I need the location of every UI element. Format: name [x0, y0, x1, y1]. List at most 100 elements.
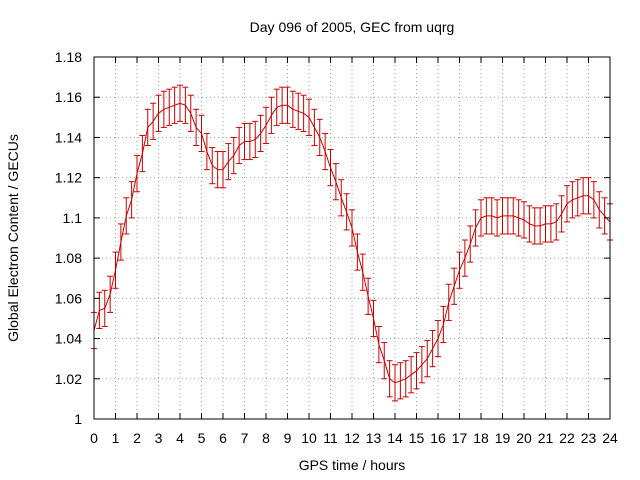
- data-point: [435, 319, 441, 358]
- data-point: [521, 201, 527, 239]
- y-tick-label: 1.14: [55, 129, 82, 145]
- data-point: [160, 90, 167, 128]
- data-point: [440, 305, 447, 344]
- x-tick-label: 5: [198, 430, 206, 446]
- x-tick-label: 3: [155, 430, 163, 446]
- data-point: [445, 283, 452, 321]
- x-axis-label: GPS time / hours: [299, 457, 406, 473]
- data-point: [311, 108, 318, 146]
- x-tick-label: 8: [262, 430, 270, 446]
- x-tick-label: 6: [219, 430, 227, 446]
- data-point: [187, 94, 194, 132]
- data-point: [252, 120, 259, 159]
- data-point: [268, 96, 275, 134]
- x-tick-label: 22: [559, 430, 575, 446]
- data-point: [483, 197, 490, 235]
- data-point: [123, 197, 130, 235]
- x-tick-label: 18: [473, 430, 489, 446]
- y-tick-label: 1.04: [55, 331, 82, 347]
- data-point: [134, 155, 140, 193]
- data-point: [284, 86, 291, 124]
- data-point: [166, 88, 173, 126]
- data-point: [574, 179, 581, 217]
- data-point: [418, 346, 425, 384]
- data-point: [316, 118, 323, 157]
- data-point: [547, 205, 554, 243]
- data-point: [230, 136, 237, 175]
- data-point: [300, 94, 307, 132]
- data-point: [408, 356, 415, 394]
- chart-title: Day 096 of 2005, GEC from uqrg: [250, 19, 455, 35]
- data-point: [322, 132, 329, 171]
- data-point: [354, 233, 361, 271]
- x-tick-label: 14: [387, 430, 403, 446]
- x-tick-label: 23: [581, 430, 597, 446]
- y-tick-label: 1.16: [55, 89, 82, 105]
- data-point: [327, 149, 334, 187]
- data-point: [381, 342, 388, 380]
- data-point: [241, 122, 248, 161]
- data-point: [472, 209, 479, 247]
- data-point: [144, 108, 151, 146]
- data-point: [203, 132, 210, 171]
- data-point: [257, 114, 264, 153]
- x-tick-label: 21: [538, 430, 554, 446]
- x-tick-label: 17: [452, 430, 468, 446]
- x-tick-label: 10: [301, 430, 317, 446]
- data-point: [580, 177, 587, 215]
- data-point: [295, 92, 302, 130]
- x-tick-label: 24: [602, 430, 618, 446]
- x-tick-label: 12: [344, 430, 360, 446]
- data-point: [96, 291, 103, 329]
- y-axis-label: Global Electron Content / GECUs: [5, 134, 21, 342]
- data-point: [451, 267, 458, 305]
- data-point: [590, 181, 597, 219]
- x-tick-label: 2: [133, 430, 141, 446]
- data-point: [193, 108, 200, 146]
- ticks: 0 1 2 3 4 5 6 7 8 9 10 11 12 13 14 15 16 17 18 19 20 21 22 23 24…: [55, 49, 618, 446]
- data-point: [182, 86, 189, 124]
- data-point: [499, 197, 506, 235]
- data-point: [429, 330, 436, 368]
- x-tick-label: 7: [241, 430, 249, 446]
- x-tick-label: 19: [495, 430, 511, 446]
- x-tick-label: 4: [176, 430, 184, 446]
- data-point: [397, 362, 404, 400]
- y-tick-label: 1.06: [55, 290, 82, 306]
- data-point: [531, 207, 538, 245]
- y-tick-label: 1: [74, 411, 82, 427]
- data-point: [263, 106, 269, 144]
- data-point: [112, 251, 119, 289]
- y-tick-label: 1.08: [55, 250, 82, 266]
- y-tick-label: 1.12: [55, 170, 82, 186]
- data-point: [155, 94, 162, 132]
- y-tick-label: 1.18: [55, 49, 82, 65]
- x-tick-label: 0: [90, 430, 98, 446]
- data-point: [456, 251, 463, 289]
- data-point: [101, 289, 108, 327]
- data-point: [488, 197, 495, 235]
- x-tick-label: 11: [323, 430, 338, 446]
- data-point: [569, 181, 576, 219]
- data-point: [150, 102, 157, 140]
- data-point: [601, 197, 608, 235]
- data-point: [107, 275, 114, 313]
- data-point: [128, 181, 135, 219]
- series: [91, 84, 613, 402]
- data-point: [306, 98, 312, 136]
- data-point: [279, 86, 286, 124]
- data-point: [289, 90, 296, 128]
- data-point: [478, 199, 484, 237]
- data-point: [515, 199, 522, 237]
- data-point: [359, 253, 366, 291]
- data-point: [214, 151, 221, 189]
- data-point: [117, 223, 124, 261]
- x-tick-label: 13: [366, 430, 382, 446]
- data-point: [413, 352, 420, 390]
- data-point: [386, 360, 393, 398]
- y-tick-label: 1.02: [55, 371, 82, 387]
- x-tick-label: 15: [409, 430, 425, 446]
- data-point: [494, 199, 501, 237]
- data-point: [246, 122, 253, 161]
